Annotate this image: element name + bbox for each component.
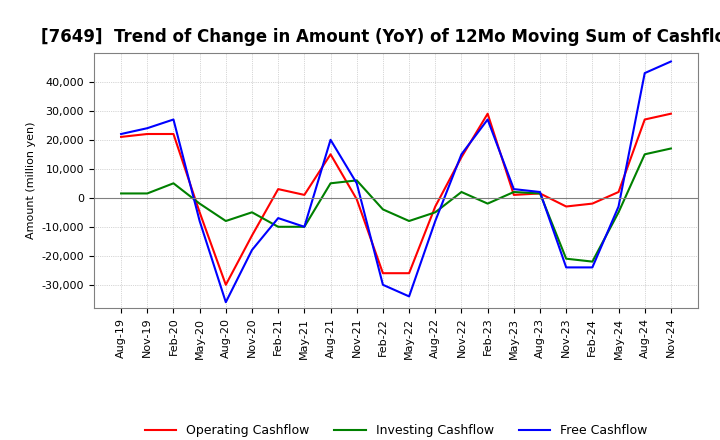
Free Cashflow bbox=[195, 218, 204, 224]
Operating Cashflow bbox=[143, 132, 152, 137]
Investing Cashflow bbox=[667, 146, 675, 151]
Free Cashflow bbox=[614, 204, 623, 209]
Investing Cashflow bbox=[431, 210, 440, 215]
Investing Cashflow bbox=[274, 224, 282, 229]
Investing Cashflow bbox=[143, 191, 152, 196]
Free Cashflow bbox=[143, 125, 152, 131]
Free Cashflow bbox=[405, 294, 413, 299]
Free Cashflow bbox=[588, 265, 597, 270]
Operating Cashflow bbox=[640, 117, 649, 122]
Operating Cashflow bbox=[117, 134, 125, 139]
Line: Free Cashflow: Free Cashflow bbox=[121, 62, 671, 302]
Free Cashflow bbox=[379, 282, 387, 287]
Operating Cashflow bbox=[222, 282, 230, 287]
Investing Cashflow bbox=[536, 191, 544, 196]
Free Cashflow bbox=[431, 218, 440, 224]
Free Cashflow bbox=[667, 59, 675, 64]
Investing Cashflow bbox=[195, 201, 204, 206]
Investing Cashflow bbox=[510, 189, 518, 194]
Investing Cashflow bbox=[326, 181, 335, 186]
Investing Cashflow bbox=[248, 210, 256, 215]
Operating Cashflow bbox=[300, 192, 309, 198]
Investing Cashflow bbox=[483, 201, 492, 206]
Operating Cashflow bbox=[483, 111, 492, 116]
Free Cashflow bbox=[352, 181, 361, 186]
Free Cashflow bbox=[483, 117, 492, 122]
Operating Cashflow bbox=[667, 111, 675, 116]
Operating Cashflow bbox=[248, 233, 256, 238]
Line: Operating Cashflow: Operating Cashflow bbox=[121, 114, 671, 285]
Free Cashflow bbox=[326, 137, 335, 143]
Operating Cashflow bbox=[562, 204, 570, 209]
Operating Cashflow bbox=[431, 204, 440, 209]
Title: [7649]  Trend of Change in Amount (YoY) of 12Mo Moving Sum of Cashflows: [7649] Trend of Change in Amount (YoY) o… bbox=[41, 28, 720, 46]
Free Cashflow bbox=[169, 117, 178, 122]
Operating Cashflow bbox=[326, 152, 335, 157]
Operating Cashflow bbox=[169, 132, 178, 137]
Free Cashflow bbox=[536, 189, 544, 194]
Investing Cashflow bbox=[222, 218, 230, 224]
Investing Cashflow bbox=[588, 259, 597, 264]
Free Cashflow bbox=[300, 224, 309, 229]
Legend: Operating Cashflow, Investing Cashflow, Free Cashflow: Operating Cashflow, Investing Cashflow, … bbox=[140, 419, 652, 440]
Investing Cashflow bbox=[169, 181, 178, 186]
Free Cashflow bbox=[510, 187, 518, 192]
Investing Cashflow bbox=[405, 218, 413, 224]
Operating Cashflow bbox=[588, 201, 597, 206]
Investing Cashflow bbox=[614, 210, 623, 215]
Free Cashflow bbox=[117, 132, 125, 137]
Operating Cashflow bbox=[536, 191, 544, 196]
Operating Cashflow bbox=[195, 210, 204, 215]
Operating Cashflow bbox=[457, 154, 466, 160]
Free Cashflow bbox=[640, 70, 649, 76]
Operating Cashflow bbox=[614, 189, 623, 194]
Free Cashflow bbox=[562, 265, 570, 270]
Free Cashflow bbox=[274, 216, 282, 221]
Investing Cashflow bbox=[300, 224, 309, 229]
Investing Cashflow bbox=[352, 178, 361, 183]
Investing Cashflow bbox=[379, 207, 387, 212]
Free Cashflow bbox=[248, 247, 256, 253]
Y-axis label: Amount (million yen): Amount (million yen) bbox=[26, 121, 36, 239]
Investing Cashflow bbox=[457, 189, 466, 194]
Line: Investing Cashflow: Investing Cashflow bbox=[121, 149, 671, 262]
Free Cashflow bbox=[222, 300, 230, 305]
Operating Cashflow bbox=[379, 271, 387, 276]
Investing Cashflow bbox=[117, 191, 125, 196]
Operating Cashflow bbox=[352, 197, 361, 202]
Investing Cashflow bbox=[640, 152, 649, 157]
Operating Cashflow bbox=[274, 187, 282, 192]
Free Cashflow bbox=[457, 152, 466, 157]
Operating Cashflow bbox=[510, 192, 518, 198]
Investing Cashflow bbox=[562, 256, 570, 261]
Operating Cashflow bbox=[405, 271, 413, 276]
